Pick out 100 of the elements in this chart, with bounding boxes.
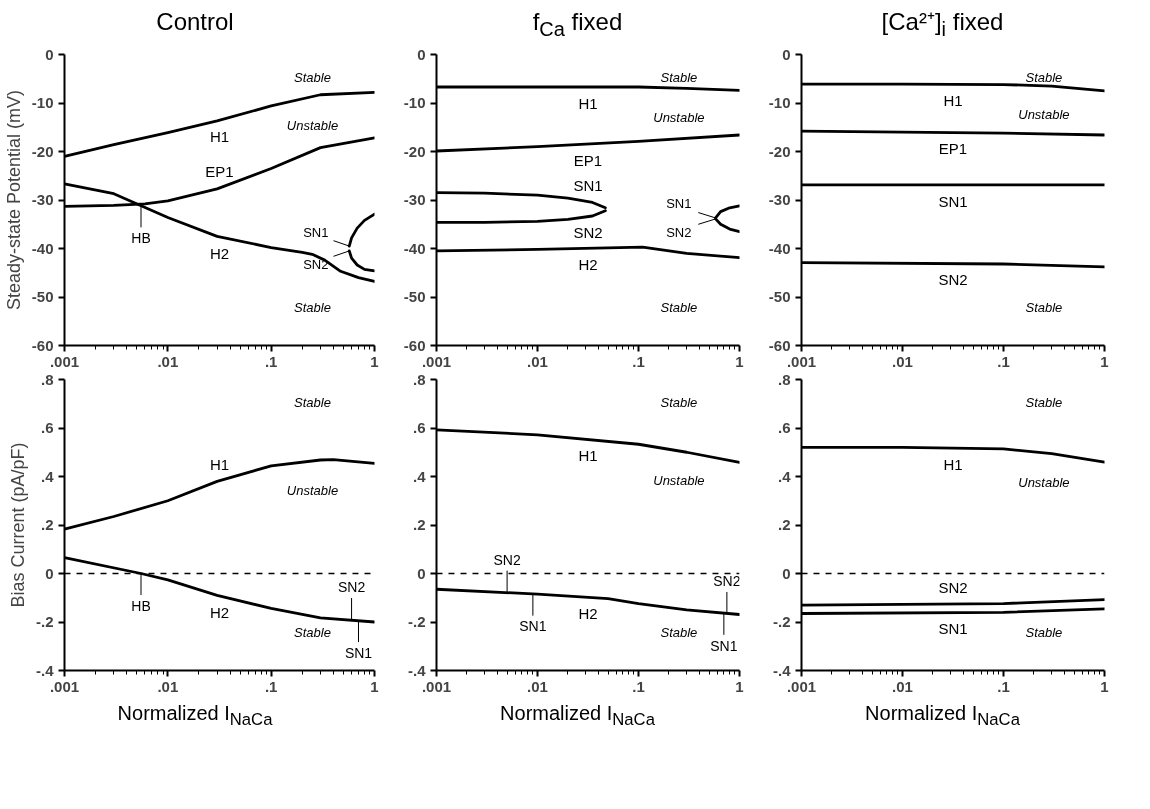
chart-title: f$_{Ca}$ fixed <box>532 7 623 42</box>
series-label: H1 <box>578 447 598 465</box>
series-label: EP1 <box>205 163 234 181</box>
y-tick-label: .8 <box>412 370 426 388</box>
annotation: SN2 <box>713 573 741 590</box>
y-tick-label: -20 <box>768 142 791 160</box>
annotation: Unstable <box>653 109 705 125</box>
y-tick-label: .6 <box>777 419 791 436</box>
annotation: Stable <box>660 70 698 86</box>
series-label: SN2 <box>573 224 603 242</box>
annotation: Stable <box>1025 395 1063 411</box>
x-tick-label: .001 <box>49 352 80 370</box>
y-tick-label: -10 <box>403 94 426 111</box>
y-tick-label: -30 <box>31 191 54 208</box>
x-tick-label: 1 <box>370 352 379 370</box>
annotation: SN1 <box>344 644 373 661</box>
series-label: EP1 <box>938 140 968 158</box>
y-tick-label: .8 <box>40 370 54 388</box>
y-tick-label: -10 <box>31 94 54 111</box>
y-axis-title: Steady-state Potential (mV) <box>3 89 24 311</box>
y-tick-label: .2 <box>412 516 426 533</box>
series-label: H2 <box>578 605 598 623</box>
annotation: SN1 <box>710 637 738 654</box>
annotation: Stable <box>1025 625 1063 641</box>
annotation: Stable <box>660 395 698 411</box>
x-tick-label: .001 <box>421 677 452 695</box>
y-tick-label: -50 <box>403 288 426 305</box>
series-label: H1 <box>943 455 963 473</box>
x-tick-label: 1 <box>735 677 744 695</box>
x-tick-label: 1 <box>370 677 379 695</box>
x-tick-label: 1 <box>1100 677 1109 695</box>
y-tick-label: -50 <box>768 288 791 305</box>
y-tick-label: .8 <box>777 370 791 388</box>
y-tick-label: -20 <box>31 142 54 160</box>
y-tick-label: -.2 <box>36 613 54 630</box>
y-tick-label: -.4 <box>36 661 55 679</box>
y-tick-label: -60 <box>31 336 54 354</box>
y-tick-label: -.2 <box>773 613 791 630</box>
x-tick-label: .001 <box>786 677 817 695</box>
series-label: H2 <box>209 244 230 262</box>
y-tick-label: 0 <box>782 45 791 63</box>
x-tick-label: .001 <box>786 352 817 370</box>
series-label: H1 <box>943 91 963 109</box>
y-tick-label: .4 <box>777 467 792 485</box>
y-tick-label: -60 <box>403 336 426 354</box>
annotation: Stable <box>660 625 698 641</box>
series-label: SN1 <box>938 192 968 210</box>
x-axis-title: Normalized I$_{NaCa}$ <box>500 701 655 731</box>
annotation: SN2 <box>493 551 521 568</box>
y-tick-label: .4 <box>412 467 427 485</box>
series-label: SN1 <box>666 196 692 212</box>
annotation: Stable <box>294 625 331 641</box>
annotation: Unstable <box>1018 474 1070 490</box>
y-tick-label: 0 <box>417 45 426 63</box>
x-tick-label: .001 <box>49 677 80 695</box>
annotation: Unstable <box>286 482 339 498</box>
annotation: Unstable <box>1018 107 1070 123</box>
series-label: H2 <box>209 603 230 621</box>
series-label: H1 <box>209 127 230 145</box>
y-tick-label: -40 <box>768 239 791 257</box>
y-tick-label: 0 <box>417 564 426 582</box>
x-tick-label: .1 <box>264 352 278 370</box>
series-label: SN1 <box>573 176 603 194</box>
x-tick-label: .01 <box>527 352 548 370</box>
y-tick-label: -.4 <box>773 661 792 679</box>
x-tick-label: .01 <box>527 677 548 695</box>
annotation: Stable <box>1025 300 1063 316</box>
y-tick-label: 0 <box>45 564 54 582</box>
y-tick-label: .6 <box>40 419 54 436</box>
y-tick-label: -.2 <box>408 613 426 630</box>
series-label: SN1 <box>938 620 968 638</box>
y-tick-label: -40 <box>403 239 426 257</box>
x-tick-label: .1 <box>264 677 278 695</box>
x-axis-title: Normalized I$_{NaCa}$ <box>865 701 1020 731</box>
y-tick-label: -50 <box>31 288 54 305</box>
y-tick-label: -60 <box>768 336 791 354</box>
annotation: Stable <box>660 300 698 316</box>
series-label: SN2 <box>938 271 968 289</box>
series-label: H1 <box>578 94 598 112</box>
y-tick-label: -.4 <box>408 661 427 679</box>
y-tick-label: 0 <box>45 45 54 63</box>
x-tick-label: .01 <box>157 677 179 695</box>
annotation: SN2 <box>337 579 366 596</box>
chart-title: [Ca²⁺]$_{i}$ fixed <box>881 7 1004 42</box>
annotation: Stable <box>1025 70 1063 86</box>
y-tick-label: .6 <box>412 419 426 436</box>
annotation: HB <box>131 230 151 247</box>
series-label: SN1 <box>303 224 329 240</box>
x-tick-label: .1 <box>997 352 1010 370</box>
x-tick-label: 1 <box>1100 352 1109 370</box>
series-label: EP1 <box>573 151 603 169</box>
series-label: H1 <box>209 456 230 473</box>
x-tick-label: .001 <box>421 352 452 370</box>
y-axis-title: Bias Current (pA/pF) <box>8 442 28 608</box>
annotation: Unstable <box>653 472 705 488</box>
x-tick-label: .1 <box>632 352 645 370</box>
x-tick-label: .01 <box>157 352 179 370</box>
series-label: H2 <box>578 255 598 273</box>
y-tick-label: 0 <box>782 564 791 582</box>
y-tick-label: -10 <box>768 94 791 111</box>
